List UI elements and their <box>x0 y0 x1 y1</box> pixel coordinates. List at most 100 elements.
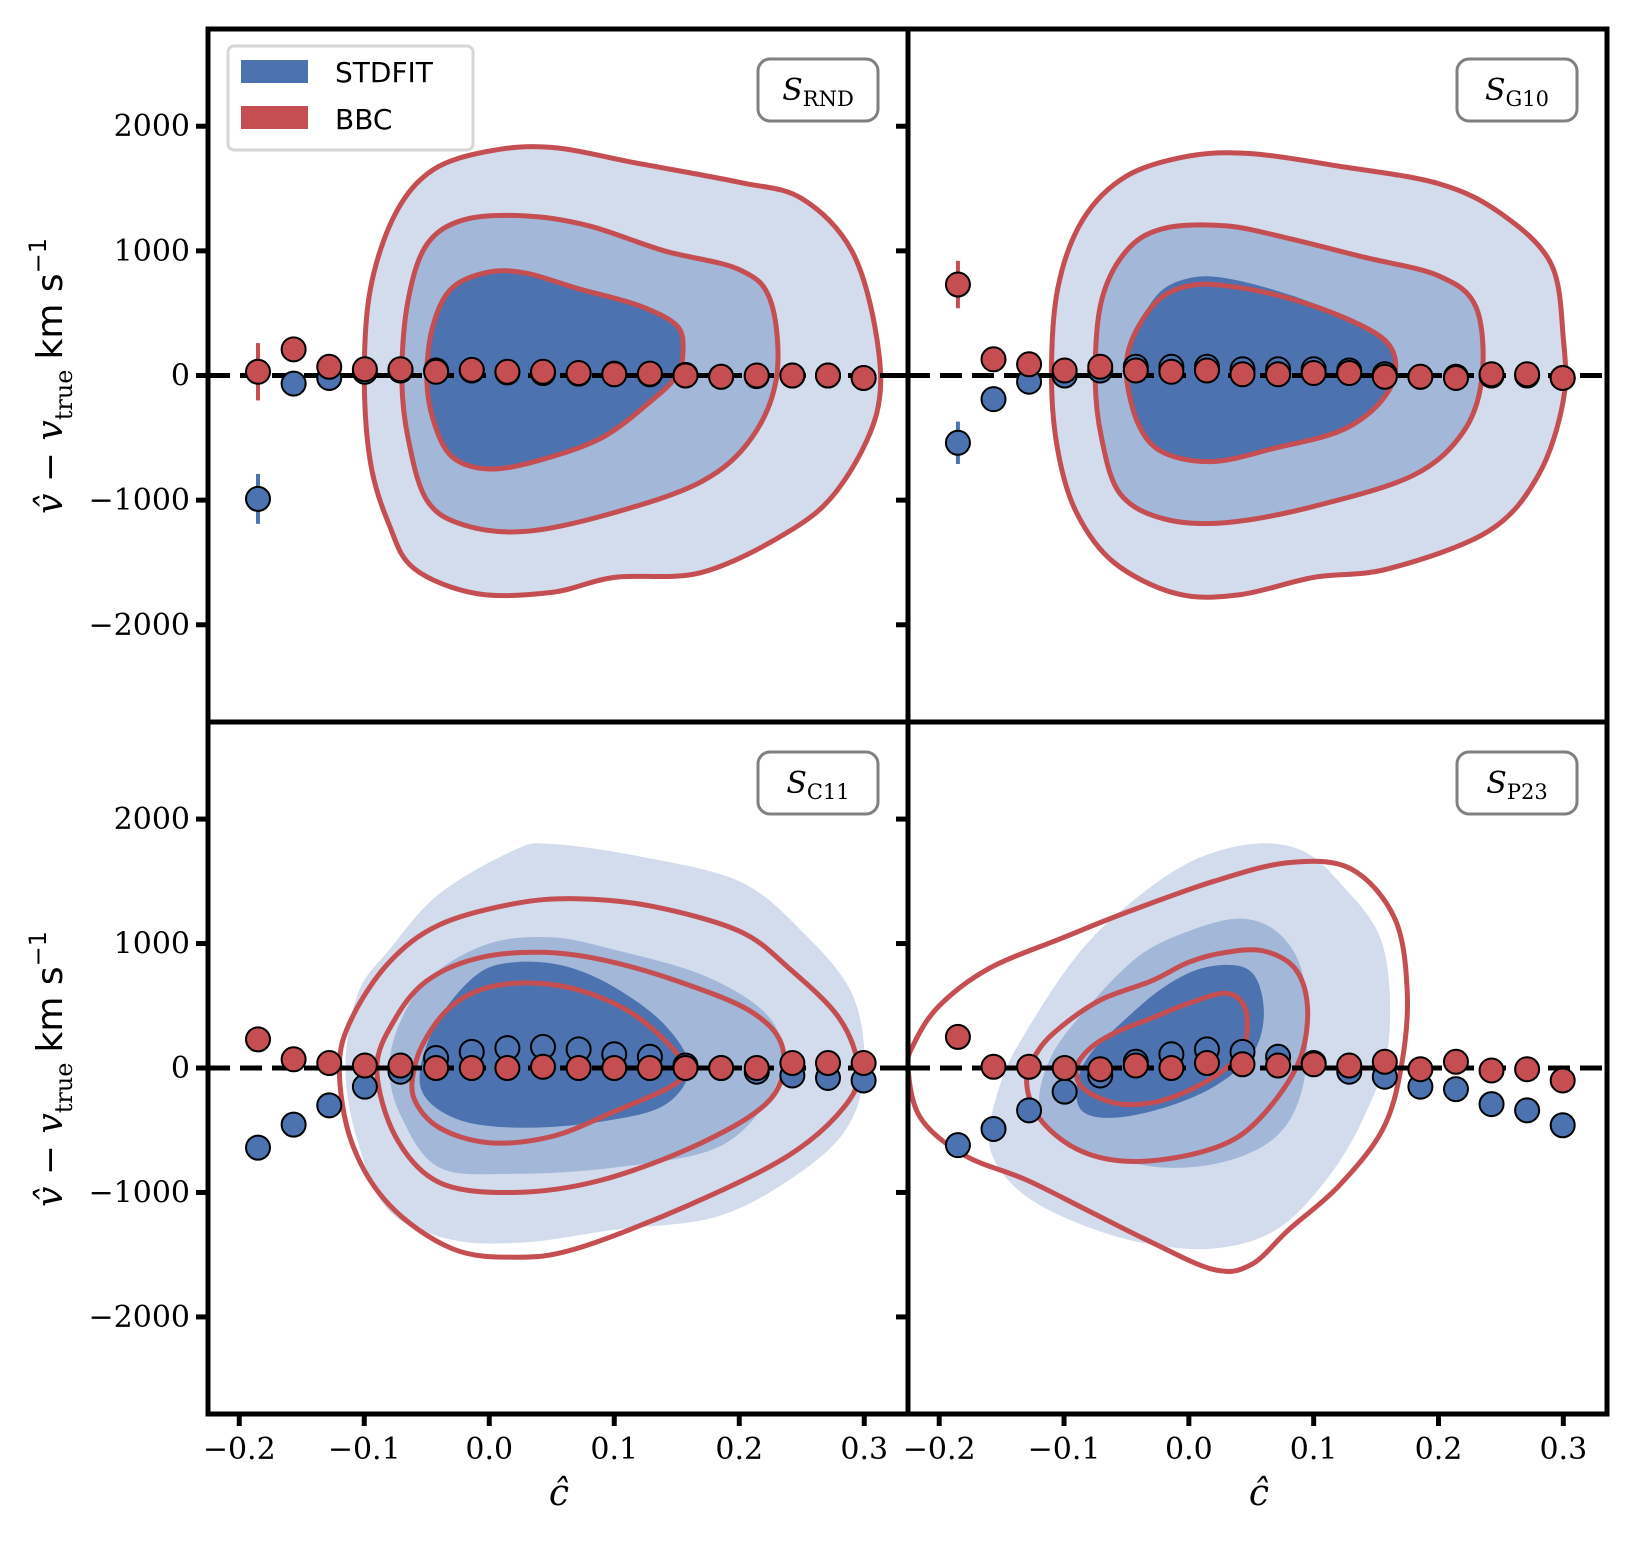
bbc-point <box>280 336 307 363</box>
plot-area <box>908 150 1607 600</box>
bbc-point <box>1371 363 1398 390</box>
x-tick-label: −0.2 <box>903 1432 976 1467</box>
bbc-point <box>980 1053 1007 1080</box>
bbc-point <box>980 346 1007 373</box>
stdfit-point <box>980 386 1007 413</box>
bbc-contour-middle <box>399 212 781 535</box>
bbc-point <box>1300 360 1327 387</box>
bbc-contour-inner <box>1123 281 1399 465</box>
bbc-point <box>1514 361 1541 388</box>
bbc-point <box>1193 1050 1220 1077</box>
bbc-point <box>1122 357 1149 384</box>
bbc-point <box>565 360 592 387</box>
bbc-point <box>245 1026 271 1053</box>
y-tick-label: −2000 <box>89 1300 190 1335</box>
bbc-point <box>1549 364 1576 391</box>
legend-swatch-bbc <box>241 106 308 129</box>
bbc-point <box>565 1055 592 1081</box>
panel-label-box <box>1455 57 1579 123</box>
bbc-point <box>708 1055 735 1081</box>
x-tick-label: −0.1 <box>328 1432 401 1467</box>
bbc-point <box>530 358 556 385</box>
panels-layer: 2000 1000 0 −1000 −2000 SRND SG10 2000 1000 0 −100… <box>89 26 1610 1467</box>
bbc-point <box>1407 363 1434 390</box>
x-tick-label: 0.2 <box>1415 1432 1463 1467</box>
bbc-contour-outer <box>908 858 1410 1274</box>
y-tick-label: 0 <box>171 359 190 394</box>
stdfit-point <box>944 429 971 456</box>
bbc-point <box>850 364 877 391</box>
bbc-point <box>779 1050 806 1077</box>
y-tick-label: −1000 <box>89 1175 190 1210</box>
panel-bottom-right: −0.2 −0.1 0.0 0.1 0.2 0.3 SP23 <box>896 719 1610 1467</box>
stdfit-contour-inner <box>1126 276 1396 462</box>
svg-text:v̂ − vtruekm s−1: v̂ − vtruekm s−1 <box>24 238 78 514</box>
x-tick-label: 0.0 <box>1165 1432 1213 1467</box>
stdfit-point <box>280 370 307 397</box>
bbc-point <box>280 1046 307 1073</box>
bbc-point <box>1514 1056 1541 1083</box>
bbc-point <box>1087 1056 1114 1083</box>
bbc-point <box>1549 1067 1576 1094</box>
bbc-point <box>1158 1055 1185 1081</box>
panel-bottom-left: 2000 1000 0 −1000 −2000 −0.2 −0.1 0.0 0.1 0.2 0.3 S… <box>89 719 911 1467</box>
panel-label-text: SC11 <box>786 766 849 804</box>
stdfit-point <box>1016 1097 1043 1124</box>
bbc-point <box>815 362 841 389</box>
bbc-point <box>316 353 343 380</box>
bbc-point <box>1016 351 1043 378</box>
y-axis-title-bottom: v̂ − vtruekm s−1 <box>24 931 78 1207</box>
bbc-point <box>1265 361 1292 388</box>
bbc-point <box>494 1055 521 1081</box>
bbc-point <box>1122 1052 1149 1079</box>
bbc-point <box>944 271 971 298</box>
bbc-contour-outer <box>1049 150 1569 600</box>
y-tick-label: 2000 <box>114 109 190 144</box>
stdfit-point <box>245 485 271 512</box>
bbc-point <box>351 356 378 383</box>
bbc-point <box>779 362 806 389</box>
bbc-point <box>423 1055 450 1081</box>
bbc-contour-inner <box>424 268 686 472</box>
panel-label-box <box>756 750 880 816</box>
panel-label-text: SG10 <box>1485 73 1549 111</box>
bbc-point <box>850 1050 877 1077</box>
bbc-point <box>494 358 521 385</box>
y-tick-label: 1000 <box>114 927 190 962</box>
legend-label-stdfit: STDFIT <box>335 56 434 89</box>
x-tick-label: −0.1 <box>1028 1432 1101 1467</box>
plot-area <box>908 843 1607 1274</box>
bbc-point <box>1300 1051 1327 1078</box>
plot-area <box>208 843 908 1260</box>
stdfit-point <box>1442 1076 1469 1103</box>
legend-swatch-stdfit <box>241 60 308 83</box>
y-tick-label: −1000 <box>89 483 190 518</box>
bbc-point <box>1016 1053 1043 1080</box>
panel-label: SP23 <box>1455 750 1579 816</box>
bbc-point <box>944 1023 971 1050</box>
bbc-point <box>636 360 663 387</box>
bbc-point <box>672 1055 699 1081</box>
x-tick-label: 0.2 <box>715 1432 763 1467</box>
bbc-point <box>601 361 628 388</box>
bbc-point <box>1336 360 1363 387</box>
stdfit-point <box>245 1134 271 1161</box>
svg-text:v̂ − vtruekm s−1: v̂ − vtruekm s−1 <box>24 931 78 1207</box>
panel-label-box <box>1455 750 1579 816</box>
bbc-point <box>1158 358 1185 385</box>
bbc-point <box>458 1055 485 1081</box>
bbc-point <box>1051 357 1078 384</box>
stdfit-point <box>1478 1091 1505 1118</box>
bbc-point <box>1478 361 1505 388</box>
bbc-point <box>743 1055 770 1081</box>
bbc-point <box>1407 1056 1434 1083</box>
y-tick-label: 1000 <box>114 234 190 269</box>
bbc-point <box>351 1052 378 1079</box>
panel-label: SRND <box>756 57 880 123</box>
bbc-point <box>1478 1057 1505 1084</box>
stdfit-point <box>1051 1078 1078 1105</box>
bbc-point <box>1193 357 1220 384</box>
x-tick-label: −0.2 <box>203 1432 276 1467</box>
bbc-point <box>458 356 485 383</box>
